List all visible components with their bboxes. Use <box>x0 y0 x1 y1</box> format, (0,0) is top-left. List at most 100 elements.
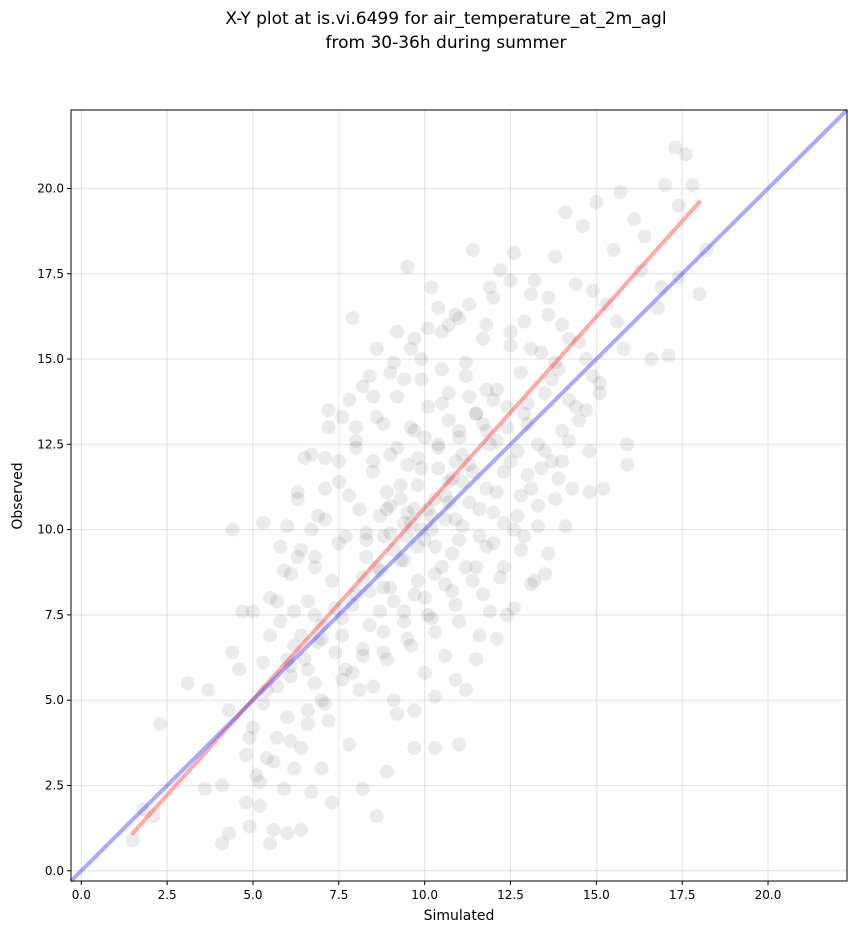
data-point <box>472 628 487 643</box>
data-point <box>407 703 422 718</box>
data-point <box>434 560 449 575</box>
y-tick-label: 7.5 <box>45 608 64 622</box>
data-point <box>506 522 521 537</box>
data-point <box>318 450 333 465</box>
data-point <box>572 334 587 349</box>
y-tick-label: 20.0 <box>37 181 64 195</box>
data-point <box>476 416 491 431</box>
data-point <box>441 386 456 401</box>
data-point <box>469 406 484 421</box>
data-point <box>342 737 357 752</box>
data-point <box>403 420 418 435</box>
y-tick-label: 17.5 <box>37 267 64 281</box>
data-point <box>482 437 497 452</box>
data-point <box>503 273 518 288</box>
data-point <box>239 747 254 762</box>
data-point <box>489 433 504 448</box>
data-point <box>510 444 525 459</box>
data-point <box>390 324 405 339</box>
data-point <box>300 703 315 718</box>
plot-frame <box>70 109 848 882</box>
data-point <box>548 355 563 370</box>
data-point <box>366 679 381 694</box>
data-point <box>125 833 140 848</box>
data-point <box>245 604 260 619</box>
data-point <box>527 273 542 288</box>
data-point <box>476 587 491 602</box>
data-point <box>541 546 556 561</box>
data-point <box>445 546 460 561</box>
data-point <box>373 563 388 578</box>
data-point <box>383 498 398 513</box>
data-point <box>225 645 240 660</box>
data-point <box>300 717 315 732</box>
regression-line <box>130 200 702 836</box>
data-point <box>300 594 315 609</box>
data-point <box>685 178 700 193</box>
data-point <box>592 375 607 390</box>
data-point <box>671 198 686 213</box>
identity-line <box>69 108 849 883</box>
data-point <box>348 420 363 435</box>
data-point <box>221 826 236 841</box>
data-point <box>544 454 559 469</box>
data-point <box>627 212 642 227</box>
data-point <box>568 276 583 291</box>
data-point <box>280 519 295 534</box>
data-point <box>273 539 288 554</box>
data-point <box>318 481 333 496</box>
data-point <box>397 372 412 387</box>
data-point <box>290 491 305 506</box>
data-point <box>379 502 394 517</box>
data-point <box>379 652 394 667</box>
data-point <box>400 631 415 646</box>
data-point <box>465 242 480 257</box>
data-point <box>362 618 377 633</box>
x-tick-label: 20.0 <box>755 888 782 902</box>
data-point <box>427 539 442 554</box>
data-point <box>311 635 326 650</box>
data-point <box>520 396 535 411</box>
chart-title-line-2: from 30-36h during summer <box>326 33 567 53</box>
data-point <box>335 410 350 425</box>
data-point <box>417 665 432 680</box>
data-point <box>438 512 453 527</box>
data-point <box>452 311 466 326</box>
data-point <box>558 519 573 534</box>
data-point <box>304 522 319 537</box>
data-point <box>434 362 449 377</box>
data-point <box>383 447 398 462</box>
data-point <box>256 655 271 670</box>
data-point <box>307 676 322 691</box>
data-point <box>524 341 539 356</box>
data-point <box>345 311 360 326</box>
data-point <box>551 362 566 377</box>
y-tick-label: 10.0 <box>37 523 64 537</box>
data-point <box>500 420 515 435</box>
data-point <box>506 601 521 616</box>
data-point <box>530 437 545 452</box>
data-point <box>489 382 504 397</box>
data-point <box>520 416 535 431</box>
x-tick-label: 10.0 <box>411 888 438 902</box>
data-point <box>524 577 539 592</box>
data-point <box>427 566 442 581</box>
data-point <box>386 693 401 708</box>
data-point <box>455 474 470 489</box>
data-point <box>215 778 230 793</box>
data-point <box>537 566 552 581</box>
data-point <box>290 549 305 564</box>
data-point <box>393 553 408 568</box>
data-point <box>221 703 236 718</box>
data-point <box>307 549 322 564</box>
data-point <box>386 594 401 609</box>
data-point <box>242 819 257 834</box>
data-point <box>283 659 298 674</box>
data-point <box>493 263 508 278</box>
data-point <box>585 369 600 384</box>
data-point <box>427 624 442 639</box>
data-point <box>335 672 350 687</box>
data-point <box>180 676 195 691</box>
data-point <box>376 416 391 431</box>
